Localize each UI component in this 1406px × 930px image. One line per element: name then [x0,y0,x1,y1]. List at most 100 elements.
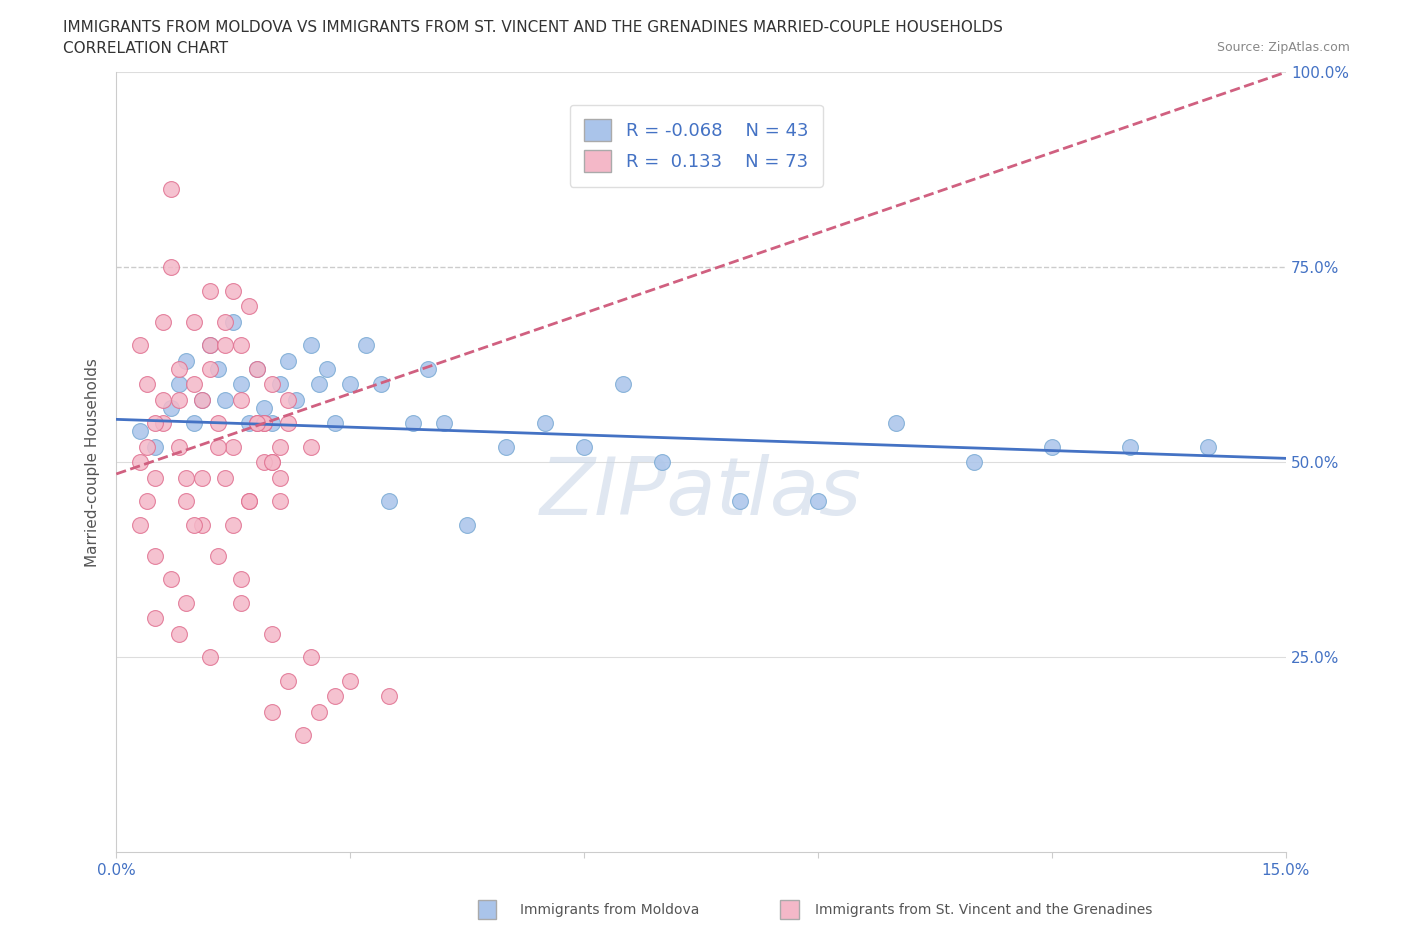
Point [292,728,315,743]
Point [143,439,166,454]
Point [299,338,322,352]
Point [183,416,205,431]
Point [167,439,190,454]
Point [229,595,252,610]
Point [269,377,291,392]
Point [183,314,205,329]
Y-axis label: Married-couple Households: Married-couple Households [86,358,100,566]
Point [315,361,337,376]
Point [238,494,260,509]
Point [534,416,557,431]
Point [160,181,183,196]
Point [495,439,517,454]
Point [207,416,229,431]
Point [269,471,291,485]
Point [418,361,440,376]
Point [238,494,260,509]
Point [262,705,284,720]
Point [378,689,401,704]
Point [207,549,229,564]
Point [378,494,401,509]
Point [339,673,361,688]
Point [401,416,423,431]
Point [152,314,174,329]
Point [167,361,190,376]
Point [143,471,166,485]
Point [238,416,260,431]
Point [214,338,236,352]
Text: Source: ZipAtlas.com: Source: ZipAtlas.com [1216,41,1350,54]
Point [207,361,229,376]
Point [1040,439,1063,454]
Point [884,416,907,431]
Point [214,392,236,407]
Point [651,455,673,470]
Point [128,338,150,352]
Point [277,353,299,368]
Point [214,471,236,485]
Point [253,400,276,415]
Point [160,259,183,274]
Point [1197,439,1219,454]
Point [222,439,245,454]
Text: CORRELATION CHART: CORRELATION CHART [63,41,228,56]
Point [456,517,478,532]
Point [152,392,174,407]
Point [728,494,751,509]
Point [176,471,198,485]
Point [308,377,330,392]
Point [253,416,276,431]
Point [963,455,986,470]
Point [198,650,221,665]
Point [176,494,198,509]
Point [354,338,377,352]
Point [136,439,159,454]
Point [191,392,214,407]
Point [160,400,183,415]
Point [262,455,284,470]
Point [191,392,214,407]
Point [176,353,198,368]
Point [246,361,269,376]
Point [339,377,361,392]
Point [238,299,260,313]
Point [323,416,346,431]
Point [160,572,183,587]
Point [136,494,159,509]
Point [253,455,276,470]
Point [323,689,346,704]
Point [612,377,634,392]
Text: Immigrants from Moldova: Immigrants from Moldova [520,902,700,917]
Point [269,439,291,454]
Point [299,650,322,665]
Point [1119,439,1142,454]
Point [222,517,245,532]
Point [253,416,276,431]
Point [222,283,245,298]
Point [198,283,221,298]
Point [191,517,214,532]
Text: Immigrants from St. Vincent and the Grenadines: Immigrants from St. Vincent and the Gren… [815,902,1153,917]
Point [143,416,166,431]
Point [128,424,150,439]
Point [299,439,322,454]
Point [229,338,252,352]
Point [229,377,252,392]
Text: IMMIGRANTS FROM MOLDOVA VS IMMIGRANTS FROM ST. VINCENT AND THE GRENADINES MARRIE: IMMIGRANTS FROM MOLDOVA VS IMMIGRANTS FR… [63,20,1002,35]
Point [277,673,299,688]
Point [167,392,190,407]
Point [572,439,595,454]
Point [143,611,166,626]
Point [183,377,205,392]
Point [433,416,456,431]
Point [277,392,299,407]
Point [229,572,252,587]
Point [229,392,252,407]
Point [167,377,190,392]
Point [143,549,166,564]
Point [277,416,299,431]
Point [198,338,221,352]
Point [246,416,269,431]
Point [152,416,174,431]
Point [246,416,269,431]
